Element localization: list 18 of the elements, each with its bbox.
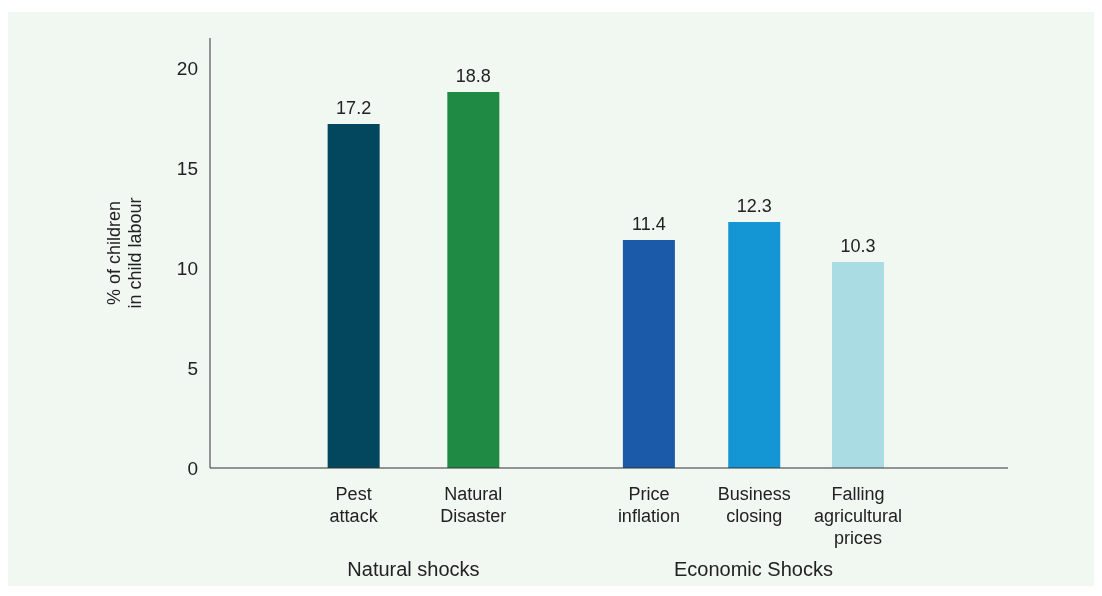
text: Economic Shocks xyxy=(673,558,833,580)
y-tick-label: 5 xyxy=(187,357,198,379)
data-label: 11.4 xyxy=(632,214,666,234)
x-tick-label: Business closing xyxy=(717,484,791,526)
x-tick-label: Natural Disaster xyxy=(440,484,507,526)
data-label: 17.2 xyxy=(336,98,372,118)
data-label: 10.3 xyxy=(840,236,876,256)
y-tick-label: 10 xyxy=(176,257,198,279)
x-tick-label: Price inflation xyxy=(617,484,680,526)
y-axis-title: % of children in child labour xyxy=(104,197,145,309)
data-label: 12.3 xyxy=(736,196,772,216)
y-tick-label: 20 xyxy=(176,57,198,79)
y-tick-label: 15 xyxy=(176,157,198,179)
data-label: 18.8 xyxy=(455,66,491,86)
y-tick-label: 0 xyxy=(187,457,198,479)
x-tick-label: Falling agricultural prices xyxy=(813,484,902,548)
x-tick-label: Pest attack xyxy=(329,484,379,526)
text: Natural shocks xyxy=(347,558,480,580)
